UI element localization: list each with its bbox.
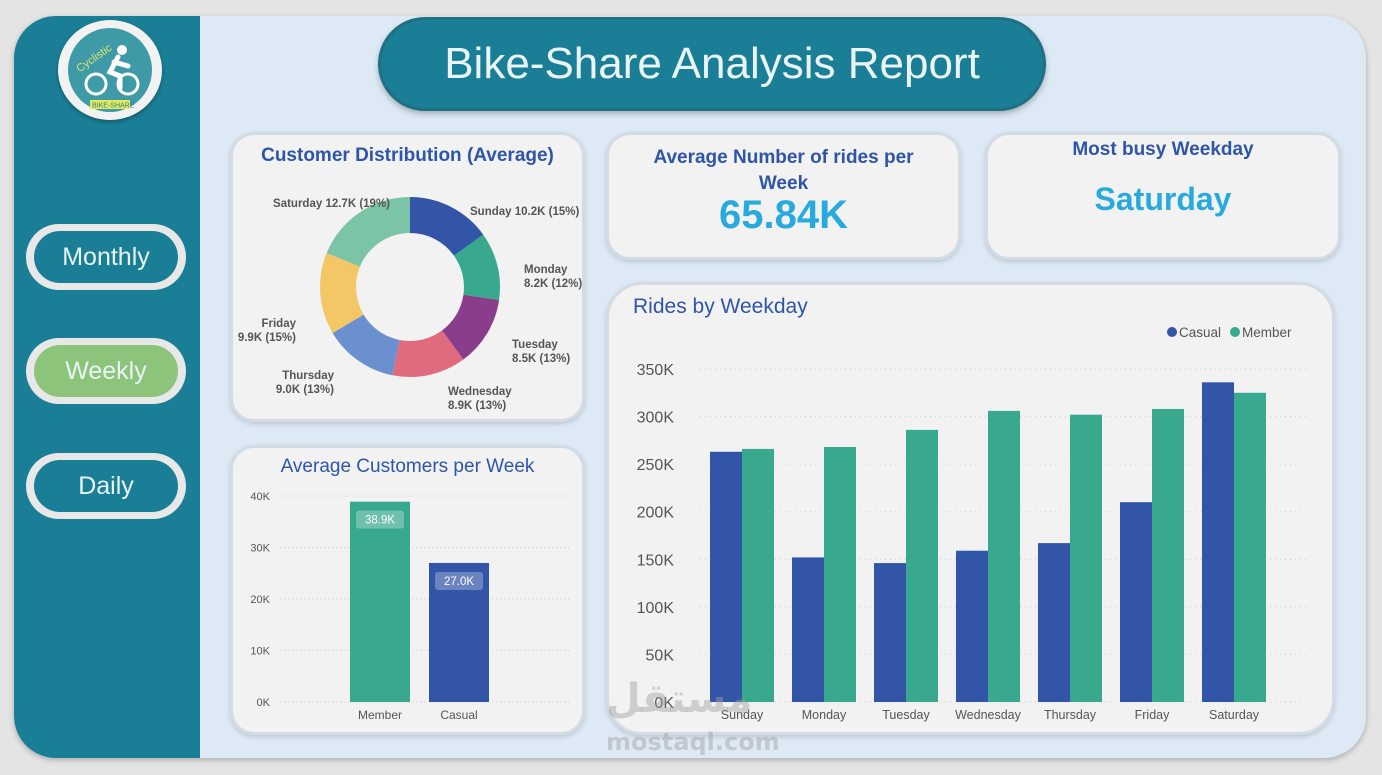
rides-by-weekday-chart: 0K 50K 100K 150K 200K 250K 300K 350K Sunday Monda… [637,325,1306,722]
bar-member-sunday [742,448,774,702]
svg-text:BIKE-SHARE: BIKE-SHARE [92,103,135,110]
y-tick-label: 250K [637,457,675,474]
legend-marker-member [1230,327,1240,337]
avg-rides-kpi-card: Average Number of rides per Week 65.84K [606,132,961,260]
donut-slice-thursday [332,314,400,376]
nav-label: Weekly [34,345,178,397]
nav-daily-button[interactable]: Daily [26,453,186,519]
customer-distribution-card: Customer Distribution (Average) Sunday 1… [230,132,585,422]
legend-label: Casual [1179,325,1221,340]
card-title: Customer Distribution (Average) [261,145,554,166]
y-tick-label: 50K [646,647,675,664]
sidebar: Cyclistic BIKE-SHARE Monthly Weekly Dail… [14,16,200,758]
x-tick-label: Thursday [1044,708,1097,722]
nav-label: Daily [34,460,178,512]
bar-member-friday [1152,408,1184,702]
bar-member-saturday [1234,392,1266,702]
x-tick-label: Friday [1135,708,1170,722]
bar-casual-wednesday [956,550,988,702]
y-tick-label: 200K [637,505,675,522]
slice-value-label: 9.0K (13%) [276,384,334,396]
y-tick-label: 350K [637,362,675,379]
rides-by-weekday-card: Rides by Weekday 0K 50K 100K 150K 200K 250K 30… [606,282,1335,735]
bar-member [350,501,410,702]
donut-slice-wednesday [392,330,464,377]
card-title: Average Customers per Week [280,456,535,477]
donut-slice-saturday [326,197,410,267]
donut-slice-monday [453,234,501,300]
slice-value-label: 9.9K (15%) [238,332,296,344]
cyclistic-logo: Cyclistic BIKE-SHARE [58,20,162,120]
x-tick-label: Wednesday [955,708,1022,722]
bar-casual-saturday [1202,382,1234,702]
y-tick-label: 40K [250,491,270,503]
slice-label: Saturday 12.7K (19%) [273,198,390,210]
avg-customers-bar-chart: 0K 10K 20K 30K 40K 38.9K Member 27.0K Casual [250,491,570,722]
busy-weekday-kpi-card: Most busy Weekday Saturday [985,132,1341,260]
x-tick-label: Tuesday [882,708,930,722]
donut-slice-friday [320,253,364,333]
kpi-value: Saturday [1094,181,1232,217]
y-tick-label: 30K [250,543,270,555]
x-tick-label: Member [358,708,402,722]
data-label: 38.9K [365,515,395,527]
nav-monthly-button[interactable]: Monthly [26,224,186,290]
data-label-bg [356,510,404,529]
slice-label: Sunday 10.2K (15%) [470,206,579,218]
avg-customers-card: Average Customers per Week 0K 10K 20K 30K 40… [230,445,585,735]
bar-member-thursday [1070,414,1102,702]
nav-weekly-button[interactable]: Weekly [26,338,186,404]
kpi-value: 65.84K [719,193,848,237]
bar-casual [429,562,489,702]
x-tick-label: Monday [802,708,847,722]
kpi-title: Most busy Weekday [1072,139,1254,160]
y-tick-label: 300K [637,410,675,427]
y-tick-label: 10K [250,646,270,658]
kpi-title: Average Number of rides per Week [653,147,914,194]
page-title: Bike-Share Analysis Report [378,17,1046,111]
bar-member-tuesday [906,429,938,702]
legend-marker-casual [1167,327,1177,337]
bar-casual-monday [792,557,824,702]
bar-casual-friday [1120,502,1152,702]
nav-label: Monthly [34,231,178,283]
x-tick-label: Casual [440,708,477,722]
y-tick-label: 0K [257,697,271,709]
y-tick-label: 150K [637,552,675,569]
slice-label: Thursday [282,370,334,382]
bar-casual-sunday [710,451,742,702]
slice-label: Wednesday [448,386,512,398]
donut-chart: Sunday 10.2K (15%) Monday 8.2K (12%) Tuesda… [238,197,582,412]
slice-value-label: 8.2K (12%) [524,278,582,290]
bar-member-wednesday [988,410,1020,702]
slice-value-label: 8.5K (13%) [512,353,570,365]
legend-label: Member [1242,325,1292,340]
watermark-arabic: مستقل [606,676,753,722]
donut-slice-tuesday [441,294,500,360]
slice-label: Friday [261,318,296,330]
bar-casual-thursday [1038,543,1070,702]
data-label: 27.0K [444,576,474,588]
x-tick-label: Saturday [1209,708,1260,722]
y-tick-label: 0K [654,695,674,712]
x-tick-label: Sunday [721,708,764,722]
bar-casual-tuesday [874,563,906,702]
data-label-bg [435,571,483,590]
card-title: Rides by Weekday [633,295,808,318]
bar-member-monday [824,447,856,702]
slice-value-label: 8.9K (13%) [448,400,506,412]
watermark: mostaql.com [606,728,780,756]
dashboard: Cyclistic BIKE-SHARE Monthly Weekly Dail… [14,16,1366,758]
y-tick-label: 20K [250,594,270,606]
slice-label: Tuesday [512,339,558,351]
y-tick-label: 100K [637,600,675,617]
donut-slice-sunday [410,197,484,256]
slice-label: Monday [524,264,568,276]
